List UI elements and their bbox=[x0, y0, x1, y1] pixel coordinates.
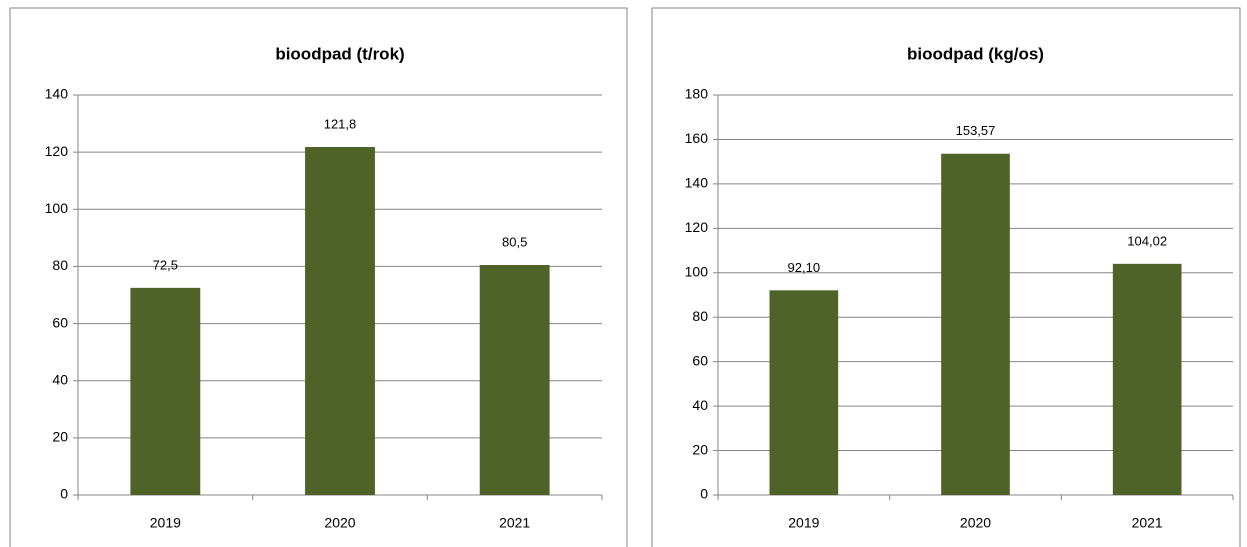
chart-title: bioodpad (t/rok) bbox=[275, 44, 404, 63]
y-tick-label: 0 bbox=[60, 486, 68, 502]
bar bbox=[479, 265, 550, 495]
x-tick-label: 2020 bbox=[960, 515, 991, 531]
y-tick-label: 20 bbox=[692, 441, 708, 457]
y-tick-label: 140 bbox=[685, 175, 709, 191]
y-tick-label: 80 bbox=[52, 257, 68, 273]
data-label: 72,5 bbox=[153, 257, 178, 272]
x-tick-label: 2021 bbox=[1132, 515, 1163, 531]
data-label: 92,10 bbox=[788, 260, 821, 275]
bar bbox=[130, 287, 201, 495]
y-tick-label: 80 bbox=[692, 308, 708, 324]
data-label: 80,5 bbox=[502, 234, 527, 249]
x-tick-label: 2019 bbox=[788, 515, 819, 531]
data-label: 153,57 bbox=[956, 123, 996, 138]
y-tick-label: 20 bbox=[52, 429, 68, 445]
y-tick-label: 180 bbox=[685, 86, 709, 102]
y-tick-label: 100 bbox=[685, 263, 709, 279]
x-tick-label: 2021 bbox=[499, 515, 530, 531]
bar bbox=[769, 290, 839, 495]
y-tick-label: 140 bbox=[45, 86, 69, 102]
x-tick-label: 2019 bbox=[150, 515, 181, 531]
x-tick-label: 2020 bbox=[324, 515, 355, 531]
y-tick-label: 160 bbox=[685, 130, 709, 146]
data-label: 104,02 bbox=[1127, 233, 1167, 248]
chart-title: bioodpad (kg/os) bbox=[907, 44, 1044, 63]
y-tick-label: 100 bbox=[45, 200, 69, 216]
y-tick-label: 40 bbox=[692, 397, 708, 413]
y-tick-label: 120 bbox=[45, 143, 69, 159]
bar bbox=[941, 153, 1010, 495]
bar bbox=[1112, 263, 1182, 495]
y-tick-label: 120 bbox=[685, 219, 709, 235]
y-tick-label: 0 bbox=[700, 486, 708, 502]
y-tick-label: 60 bbox=[52, 314, 68, 330]
bar bbox=[305, 147, 375, 495]
y-tick-label: 60 bbox=[692, 352, 708, 368]
data-label: 121,8 bbox=[324, 116, 357, 131]
y-tick-label: 40 bbox=[52, 371, 68, 387]
